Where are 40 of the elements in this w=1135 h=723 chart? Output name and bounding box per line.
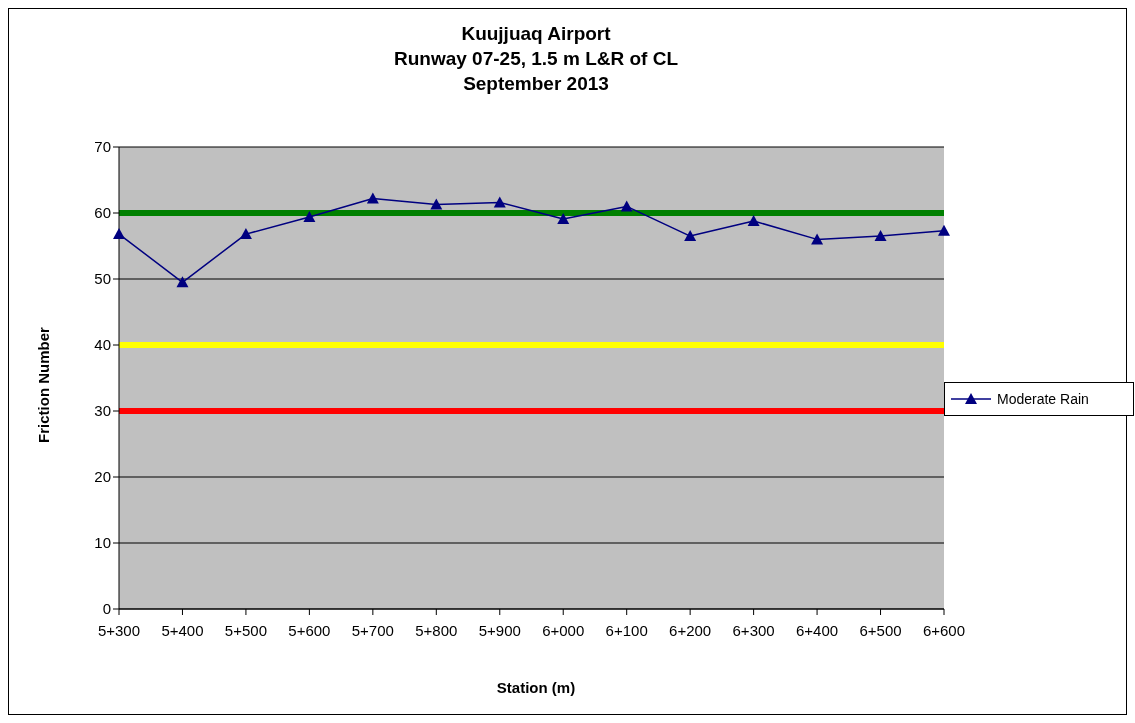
- x-tick-label: 5+500: [224, 621, 267, 639]
- x-tick-label: 5+300: [97, 621, 141, 639]
- point: [874, 230, 887, 242]
- y-tick-label: 0: [102, 600, 111, 618]
- point: [430, 198, 443, 210]
- point: [113, 228, 125, 240]
- point: [493, 196, 506, 208]
- x-tick-label: 5+400: [161, 621, 204, 639]
- x-tick-label: 6+400: [796, 621, 839, 639]
- point: [176, 276, 189, 288]
- chart-title: Kuujjuaq Airport Runway 07-25, 1.5 m L&R of CL September 2013: [393, 22, 679, 96]
- legend-label: Moderate Rain: [997, 391, 1089, 407]
- x-tick-label: 6+200: [669, 621, 712, 639]
- y-tick-label: 50: [94, 270, 111, 288]
- y-tick-label: 10: [94, 534, 111, 552]
- point: [303, 210, 316, 222]
- x-tick-label: 5+600: [288, 621, 331, 639]
- x-tick-label: 5+700: [351, 621, 394, 639]
- x-tick-label: 5+900: [478, 621, 521, 639]
- point: [620, 200, 633, 212]
- point: [811, 233, 824, 245]
- x-tick-label: 6+300: [732, 621, 775, 639]
- x-tick-label: 5+800: [415, 621, 458, 639]
- point: [938, 224, 950, 236]
- x-tick-label: 6+500: [859, 621, 902, 639]
- y-tick-label: 30: [94, 402, 111, 420]
- point: [747, 214, 760, 226]
- y-axis-title: Friction Number: [34, 327, 52, 443]
- y-tick-label: 20: [94, 468, 111, 486]
- point: [366, 192, 379, 204]
- y-tick-label: 70: [94, 138, 111, 156]
- x-tick-label: 6+600: [922, 621, 966, 639]
- point: [684, 230, 697, 242]
- point: [239, 228, 252, 240]
- x-tick-label: 6+100: [605, 621, 648, 639]
- y-tick-label: 40: [94, 336, 111, 354]
- x-axis-title: Station (m): [495, 679, 577, 696]
- x-tick-label: 6+000: [542, 621, 585, 639]
- y-tick-label: 60: [94, 204, 111, 222]
- point: [557, 212, 570, 224]
